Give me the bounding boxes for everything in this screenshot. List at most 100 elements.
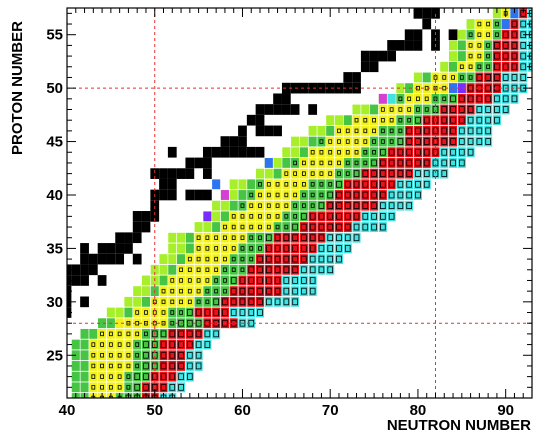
nuclide-cell xyxy=(457,115,466,126)
stable-isotope xyxy=(246,114,256,126)
nuclide-marker xyxy=(195,351,202,359)
nuclide-cell xyxy=(194,243,203,254)
nuclide-cell xyxy=(159,275,168,286)
nuclide-marker xyxy=(117,353,122,358)
nuclide-cell xyxy=(177,339,186,350)
nuclide-cell xyxy=(466,29,475,40)
nuclide-cell xyxy=(238,275,247,286)
stable-isotope xyxy=(97,243,107,254)
nuclide-cell xyxy=(326,264,335,275)
nuclide-cell xyxy=(352,232,361,243)
nuclide-marker xyxy=(363,139,368,144)
nuclide-marker xyxy=(108,374,113,379)
nuclide-cell xyxy=(405,158,414,168)
nuclide-marker xyxy=(389,128,394,134)
nuclide-cell xyxy=(177,254,186,265)
nuclide-marker xyxy=(520,52,527,60)
nuclide-marker xyxy=(337,150,341,155)
nuclide-marker xyxy=(231,246,236,251)
nuclide-marker xyxy=(265,266,272,274)
nuclide-marker xyxy=(301,287,307,295)
nuclide-cell xyxy=(370,179,379,190)
nuclide-cell xyxy=(212,243,221,254)
nuclide-marker xyxy=(353,202,360,210)
nuclide-marker xyxy=(179,299,183,305)
nuclide-marker xyxy=(230,287,237,295)
nuclide-marker xyxy=(292,277,298,284)
nuclide-marker xyxy=(301,171,306,176)
nuclide-marker xyxy=(477,43,482,48)
nuclide-cell xyxy=(150,307,159,318)
nuclide-marker xyxy=(406,180,412,188)
nuclide-cell xyxy=(80,328,89,339)
nuclide-cell xyxy=(168,361,177,371)
nuclide-marker xyxy=(214,288,219,294)
nuclide-cell xyxy=(334,147,344,158)
nuclide-marker xyxy=(363,150,368,155)
nuclide-cell xyxy=(343,158,352,168)
nuclide-marker xyxy=(293,192,298,198)
nuclide-marker xyxy=(187,256,192,262)
nuclide-cell xyxy=(492,115,501,126)
nuclide-marker xyxy=(223,246,227,251)
nuclide-marker xyxy=(380,107,385,112)
nuclide-marker xyxy=(406,191,412,199)
nuclide-marker xyxy=(266,182,271,187)
stable-isotope xyxy=(115,253,125,265)
nuclide-cell xyxy=(229,275,238,286)
nuclide-marker xyxy=(274,266,281,274)
nuclide-marker xyxy=(485,138,491,145)
nuclide-marker xyxy=(292,266,298,274)
stable-isotope xyxy=(448,29,458,41)
nuclide-marker xyxy=(415,148,421,156)
nuclide-marker xyxy=(196,267,201,272)
nuclide-marker xyxy=(406,202,412,210)
nuclide-cell xyxy=(255,190,265,200)
nuclide-marker xyxy=(223,267,227,272)
stable-isotope xyxy=(71,264,81,276)
nuclide-cell xyxy=(185,286,194,297)
nuclide-marker xyxy=(520,42,527,49)
nuclide-marker xyxy=(363,117,368,123)
nuclide-cell xyxy=(308,147,317,158)
nuclide-cell xyxy=(115,350,124,361)
nuclide-marker xyxy=(231,256,236,262)
nuclide-marker xyxy=(196,246,201,251)
x-axis-label: NEUTRON NUMBER xyxy=(387,417,531,434)
nuclide-cell xyxy=(273,232,282,243)
nuclide-marker xyxy=(187,288,192,294)
nuclide-marker xyxy=(301,160,306,166)
nuclide-cell xyxy=(255,168,265,179)
nuclide-cell xyxy=(203,275,212,286)
nuclide-cell xyxy=(466,40,475,51)
nuclide-cell xyxy=(238,243,247,254)
nuclide-cell xyxy=(510,83,519,94)
nuclide-cell xyxy=(255,296,265,307)
nuclide-cell xyxy=(159,371,168,382)
nuclide-cell xyxy=(80,382,89,393)
nuclide-marker xyxy=(344,234,351,242)
nuclide-cell xyxy=(510,72,519,83)
nuclide-cell xyxy=(510,29,519,40)
nuclide-marker xyxy=(135,363,140,369)
nuclide-cell xyxy=(361,125,370,136)
nuclide-marker xyxy=(328,182,333,187)
nuclide-marker xyxy=(170,299,175,305)
nuclide-marker xyxy=(336,234,342,242)
nuclide-cell xyxy=(449,40,458,51)
nuclide-cell xyxy=(264,222,273,232)
nuclide-marker xyxy=(476,95,483,103)
nuclide-marker xyxy=(423,127,430,135)
nuclide-cell xyxy=(475,51,484,61)
plot-frame xyxy=(66,7,533,399)
nuclide-marker xyxy=(485,74,491,81)
nuclide-marker xyxy=(100,342,104,347)
nuclide-cell xyxy=(247,200,256,211)
stable-isotope xyxy=(106,253,116,265)
nuclide-marker xyxy=(275,224,280,230)
stable-isotope xyxy=(97,275,107,286)
nuclide-cell xyxy=(291,243,300,254)
nuclide-marker xyxy=(257,266,263,274)
nuclide-cell xyxy=(255,200,265,211)
